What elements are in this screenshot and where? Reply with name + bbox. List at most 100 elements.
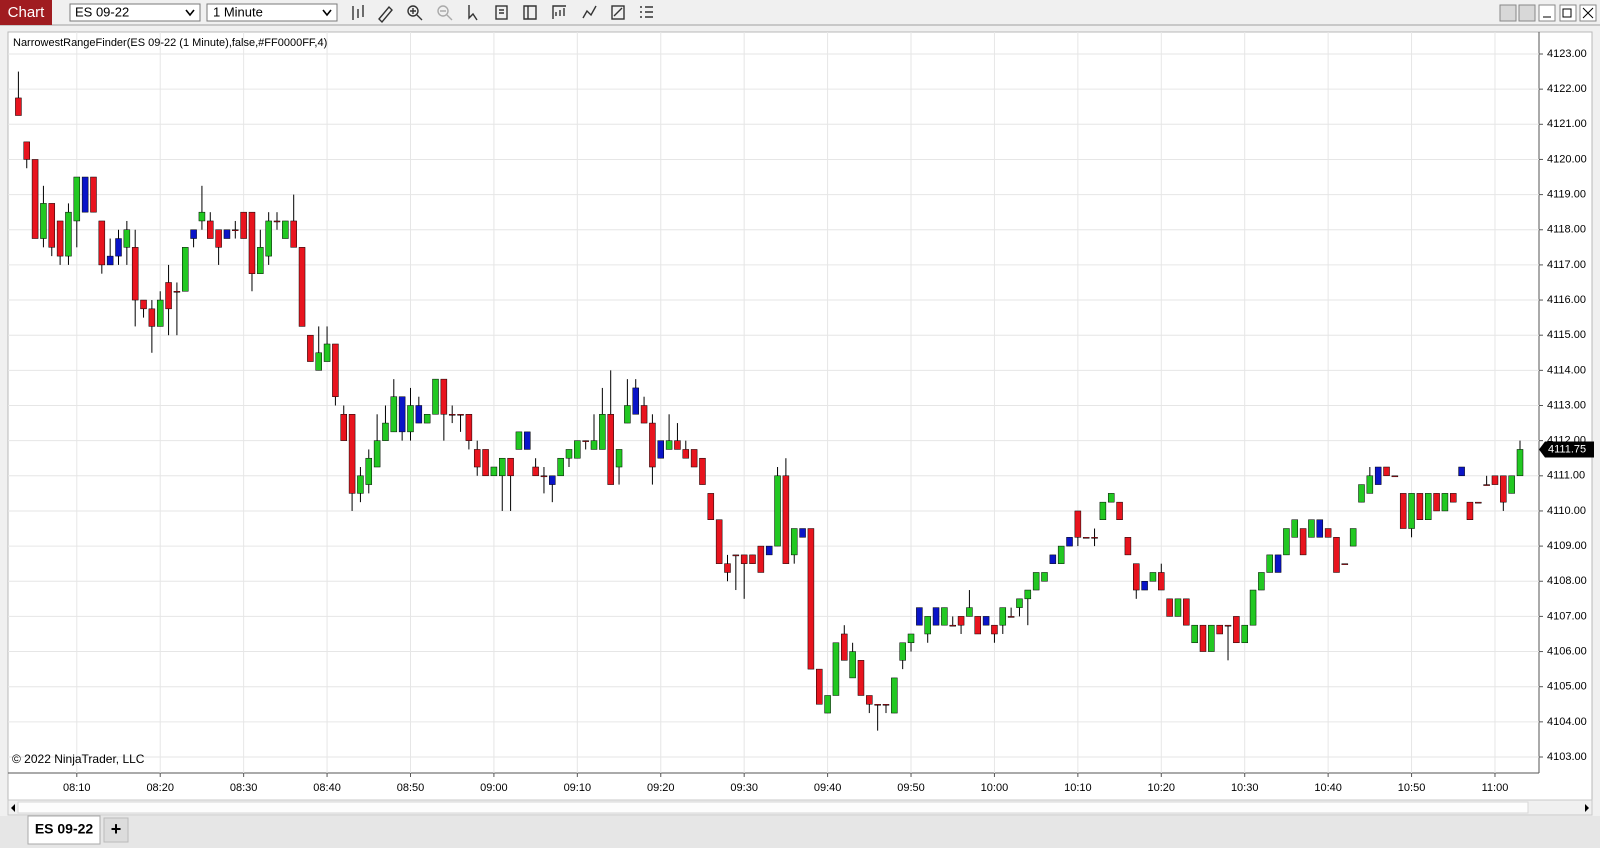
candle-body bbox=[465, 414, 473, 441]
candle-body bbox=[1316, 519, 1324, 538]
tab[interactable] bbox=[27, 815, 101, 845]
toolbar-icons[interactable] bbox=[352, 5, 653, 24]
candle-body bbox=[315, 352, 322, 371]
candle-body bbox=[882, 704, 890, 706]
window-buttons[interactable] bbox=[1499, 4, 1597, 22]
candle-body bbox=[398, 396, 406, 433]
candle-body bbox=[816, 668, 823, 705]
x-tick-label: 10:30 bbox=[1231, 782, 1259, 794]
y-tick-label: 4108.00 bbox=[1547, 575, 1587, 587]
interval-text: 1 Minute bbox=[213, 4, 263, 19]
candle-body bbox=[56, 220, 64, 257]
candle-body bbox=[31, 159, 39, 239]
candle-body bbox=[899, 642, 906, 661]
candle-body bbox=[1107, 493, 1115, 503]
candle-body bbox=[582, 440, 589, 442]
candle-body bbox=[332, 343, 339, 397]
tab-bar bbox=[0, 816, 1600, 848]
candle-body bbox=[941, 607, 948, 626]
candle-body bbox=[190, 229, 197, 239]
candle-body bbox=[799, 528, 806, 538]
candle-body bbox=[1183, 598, 1190, 626]
candle-body bbox=[765, 545, 773, 556]
candle-body bbox=[632, 387, 639, 415]
candle-body bbox=[1082, 537, 1090, 539]
candle-body bbox=[624, 405, 631, 424]
candle-body bbox=[657, 440, 665, 459]
tab-label: ES 09-22 bbox=[35, 821, 94, 837]
candle-body bbox=[682, 449, 690, 459]
candle-body bbox=[1433, 493, 1440, 512]
candle-body bbox=[282, 220, 289, 239]
candle-body bbox=[782, 475, 790, 564]
instrument-text: ES 09-22 bbox=[75, 4, 129, 19]
candle-body bbox=[223, 229, 231, 239]
candle-body bbox=[1216, 624, 1223, 635]
candle-body bbox=[1424, 493, 1432, 520]
candle-body bbox=[1291, 519, 1299, 538]
candle-body bbox=[982, 616, 990, 626]
y-tick-label: 4103.00 bbox=[1547, 751, 1587, 763]
y-tick-label: 4113.00 bbox=[1547, 399, 1586, 411]
candle-body bbox=[273, 220, 281, 223]
candle-body bbox=[365, 457, 373, 485]
candle-body bbox=[1224, 624, 1232, 627]
y-tick-label: 4104.00 bbox=[1547, 716, 1587, 728]
candle-body bbox=[1516, 449, 1524, 477]
candle-body bbox=[1208, 624, 1215, 652]
candle-body bbox=[1158, 572, 1165, 591]
candle-body bbox=[1174, 598, 1182, 617]
indicator-label: NarrowestRangeFinder(ES 09-22 (1 Minute)… bbox=[13, 37, 327, 49]
candle-body bbox=[549, 475, 556, 485]
candle-body bbox=[390, 396, 398, 433]
candle-body bbox=[1341, 563, 1349, 565]
x-tick-label: 10:00 bbox=[981, 782, 1009, 794]
candle-body bbox=[1249, 589, 1257, 626]
candle-body bbox=[1166, 598, 1173, 617]
candle-body bbox=[916, 607, 923, 626]
candle-body bbox=[448, 414, 456, 416]
interval-select[interactable] bbox=[206, 3, 338, 22]
candle-body bbox=[1483, 484, 1490, 486]
candle-body bbox=[832, 642, 840, 696]
candle-body bbox=[932, 607, 940, 626]
candle-body bbox=[1124, 537, 1132, 556]
candle-body bbox=[48, 203, 56, 248]
y-tick-label: 4121.00 bbox=[1547, 118, 1587, 130]
candle-body bbox=[891, 677, 898, 714]
candle-body bbox=[457, 414, 464, 416]
candle-body bbox=[515, 431, 523, 450]
candle-body bbox=[1024, 589, 1032, 600]
y-tick-label: 4118.00 bbox=[1547, 224, 1586, 236]
candle-body bbox=[423, 414, 431, 424]
candle-body bbox=[490, 466, 498, 477]
candle-body bbox=[323, 343, 331, 362]
candle-body bbox=[1041, 572, 1048, 582]
candle-body bbox=[574, 440, 581, 459]
candle-body bbox=[957, 616, 965, 626]
candle-body bbox=[665, 440, 673, 450]
candle-body bbox=[173, 291, 181, 293]
candle-body bbox=[1299, 528, 1307, 556]
app-title: Chart bbox=[8, 4, 46, 21]
y-tick-label: 4116.00 bbox=[1547, 294, 1586, 306]
candle-body bbox=[599, 414, 606, 450]
y-tick-label: 4114.00 bbox=[1547, 364, 1586, 376]
instrument-select[interactable] bbox=[69, 3, 201, 22]
candle-body bbox=[248, 211, 256, 274]
x-tick-label: 08:10 bbox=[63, 782, 91, 794]
x-tick-label: 08:20 bbox=[146, 782, 174, 794]
x-tick-label: 09:10 bbox=[564, 782, 592, 794]
candle-body bbox=[407, 405, 414, 433]
candle-body bbox=[699, 457, 706, 485]
candle-body bbox=[198, 211, 206, 222]
candle-body bbox=[724, 563, 731, 573]
candle-body bbox=[690, 449, 698, 468]
add-tab-button[interactable] bbox=[103, 817, 129, 843]
candle-body bbox=[774, 475, 781, 547]
candle-body bbox=[123, 229, 131, 248]
candle-body bbox=[373, 440, 381, 468]
candle-body bbox=[165, 282, 172, 310]
x-tick-label: 09:20 bbox=[647, 782, 675, 794]
